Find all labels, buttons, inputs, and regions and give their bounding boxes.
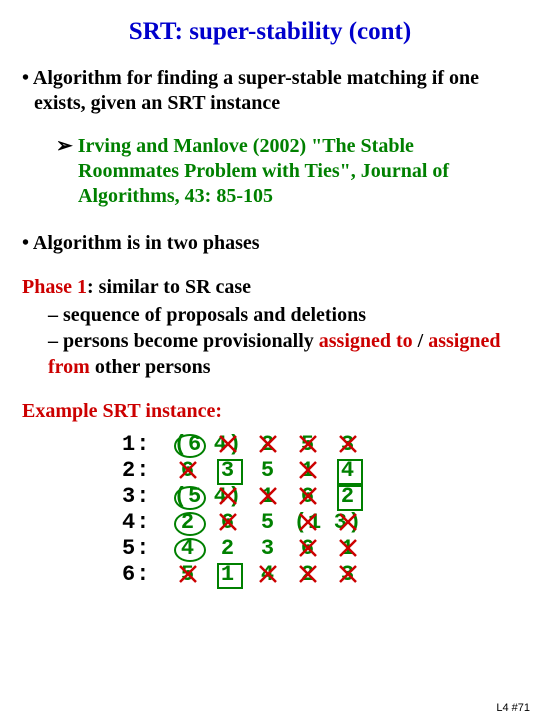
pref-cell: 3) (328, 509, 368, 535)
pref-cell: (5 (168, 483, 208, 509)
slide-footer: L4 #71 (496, 702, 530, 714)
pref-cell: 5 (248, 457, 288, 483)
pref-cell: 4) (208, 431, 248, 457)
row-label: 6: (122, 561, 168, 587)
pref-cell: 4 (168, 535, 208, 561)
row-label: 1: (122, 431, 168, 457)
pref-cell: 5 (248, 509, 288, 535)
pref-cell: 1 (208, 561, 248, 587)
pref-cell: 5 (288, 431, 328, 457)
phase-rest: : similar to SR case (87, 276, 251, 298)
sub2-e: other persons (90, 356, 211, 378)
pref-cell: 3 (328, 431, 368, 457)
pref-cell: 2 (208, 535, 248, 561)
pref-cell: 2 (328, 483, 368, 509)
sub2-c: / (413, 330, 429, 352)
instance-table: 1:(64)2532:635143:(54)1624:265(13)5:4236… (122, 431, 518, 587)
ref-text: Irving and Manlove (2002) "The Stable Ro… (78, 135, 449, 207)
row-label: 3: (122, 483, 168, 509)
bullet-algorithm: • Algorithm for finding a super-stable m… (22, 66, 518, 116)
pref-cell: (1 (288, 509, 328, 535)
pref-cell: 3 (248, 535, 288, 561)
subpoint-proposals: – sequence of proposals and deletions (48, 302, 518, 328)
pref-cell: (6 (168, 431, 208, 457)
pref-cell: 2 (248, 431, 288, 457)
ref-arrow: ➢ (56, 135, 73, 157)
pref-cell: 2 (288, 561, 328, 587)
pref-cell: 1 (288, 457, 328, 483)
bullet-phases: • Algorithm is in two phases (22, 231, 518, 256)
example-heading: Example SRT instance: (22, 400, 518, 423)
pref-cell: 3 (208, 457, 248, 483)
row-label: 5: (122, 535, 168, 561)
pref-cell: 3 (328, 561, 368, 587)
pref-cell: 6 (168, 457, 208, 483)
row-label: 2: (122, 457, 168, 483)
phase-line: Phase 1: similar to SR case (22, 274, 518, 300)
pref-cell: 1 (248, 483, 288, 509)
pref-cell: 4 (248, 561, 288, 587)
slide-title: SRT: super-stability (cont) (22, 18, 518, 46)
phase-label: Phase 1 (22, 276, 87, 298)
pref-cell: 6 (208, 509, 248, 535)
sub2-a: – persons become provisionally (48, 330, 319, 352)
pref-cell: 2 (168, 509, 208, 535)
pref-cell: 1 (328, 535, 368, 561)
reference-citation: ➢ Irving and Manlove (2002) "The Stable … (56, 134, 518, 209)
pref-cell: 6 (288, 535, 328, 561)
sub2-b: assigned to (319, 330, 413, 352)
pref-cell: 4 (328, 457, 368, 483)
pref-cell: 5 (168, 561, 208, 587)
pref-cell: 4) (208, 483, 248, 509)
subpoint-assigned: – persons become provisionally assigned … (48, 328, 518, 380)
row-label: 4: (122, 509, 168, 535)
pref-cell: 6 (288, 483, 328, 509)
